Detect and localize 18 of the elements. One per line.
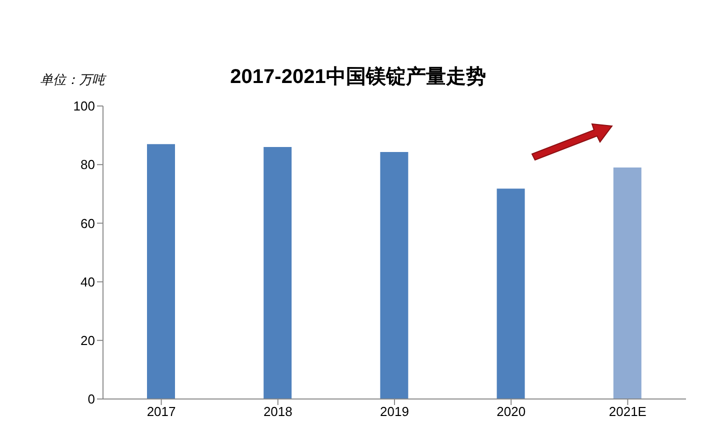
bar xyxy=(613,168,642,399)
bar xyxy=(380,152,408,399)
x-tick-label: 2020 xyxy=(496,404,526,420)
bar xyxy=(147,144,175,399)
y-tick-label: 40 xyxy=(80,274,95,290)
x-tick-label: 2017 xyxy=(146,404,176,420)
y-tick-label: 20 xyxy=(80,333,95,348)
x-tick-label: 2018 xyxy=(263,404,292,420)
x-tick-label: 2019 xyxy=(380,404,409,420)
bar xyxy=(496,188,525,399)
x-tick-label: 2021E xyxy=(608,404,647,420)
y-tick-label: 80 xyxy=(80,157,95,172)
y-tick-label: 60 xyxy=(80,216,95,231)
y-tick-label: 0 xyxy=(88,392,95,407)
y-tick-label: 100 xyxy=(73,98,95,114)
bar xyxy=(264,147,292,399)
chart-title: 2017-2021中国镁锭产量走势 xyxy=(230,66,486,88)
y-axis-title: 单位：万吨 xyxy=(40,71,105,89)
